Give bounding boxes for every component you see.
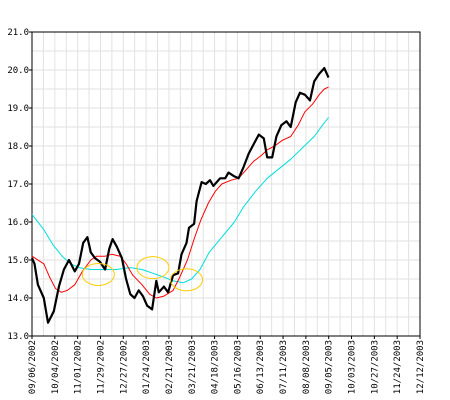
x-tick-label: 10/04/2002: [51, 340, 61, 394]
x-tick-label: 05/16/2003: [233, 340, 243, 394]
y-tick-label: 20.0: [7, 66, 29, 76]
annotations: [81, 256, 204, 292]
highlight-ellipse: [136, 256, 170, 280]
x-tick-label: 10/27/2003: [370, 340, 380, 394]
x-tick-label: 06/13/2003: [256, 340, 266, 394]
y-tick-label: 16.0: [7, 218, 29, 228]
x-tick-label: 03/21/2003: [188, 340, 198, 394]
x-axis: 09/06/2002 10/04/2002 11/01/2002 11/29/2002…: [28, 336, 426, 394]
series-line-2: [31, 117, 329, 284]
y-tick-label: 17.0: [7, 180, 29, 190]
y-tick-label: 14.0: [7, 294, 29, 304]
y-axis: 13.0 14.0 15.0 16.0 17.0 18.0 19.0 20.0 21.0: [7, 28, 32, 342]
x-tick-label: 08/08/2003: [302, 340, 312, 394]
x-tick-label: 09/05/2003: [325, 340, 335, 394]
x-tick-label: 10/03/2003: [348, 340, 358, 394]
x-tick-label: 11/29/2002: [96, 340, 106, 394]
x-tick-label: 12/12/2003: [416, 340, 426, 394]
x-tick-label: 04/18/2003: [211, 340, 221, 394]
y-tick-label: 15.0: [7, 256, 29, 266]
y-tick-label: 19.0: [7, 104, 29, 114]
series-line-0: [30, 66, 330, 324]
y-tick-label: 13.0: [7, 332, 29, 342]
x-tick-label: 02/21/2003: [165, 340, 175, 394]
x-tick-label: 07/11/2003: [279, 340, 289, 394]
x-tick-label: 09/06/2002: [28, 340, 38, 394]
x-tick-label: 12/27/2002: [119, 340, 129, 394]
highlight-ellipse: [170, 268, 204, 292]
x-tick-label: 01/24/2003: [142, 340, 152, 394]
highlight-ellipse: [81, 262, 115, 286]
y-tick-label: 21.0: [7, 28, 29, 38]
y-tick-label: 18.0: [7, 142, 29, 152]
x-tick-label: 11/01/2002: [74, 340, 84, 394]
gridlines: [31, 31, 420, 337]
x-tick-label: 11/24/2003: [393, 340, 403, 394]
